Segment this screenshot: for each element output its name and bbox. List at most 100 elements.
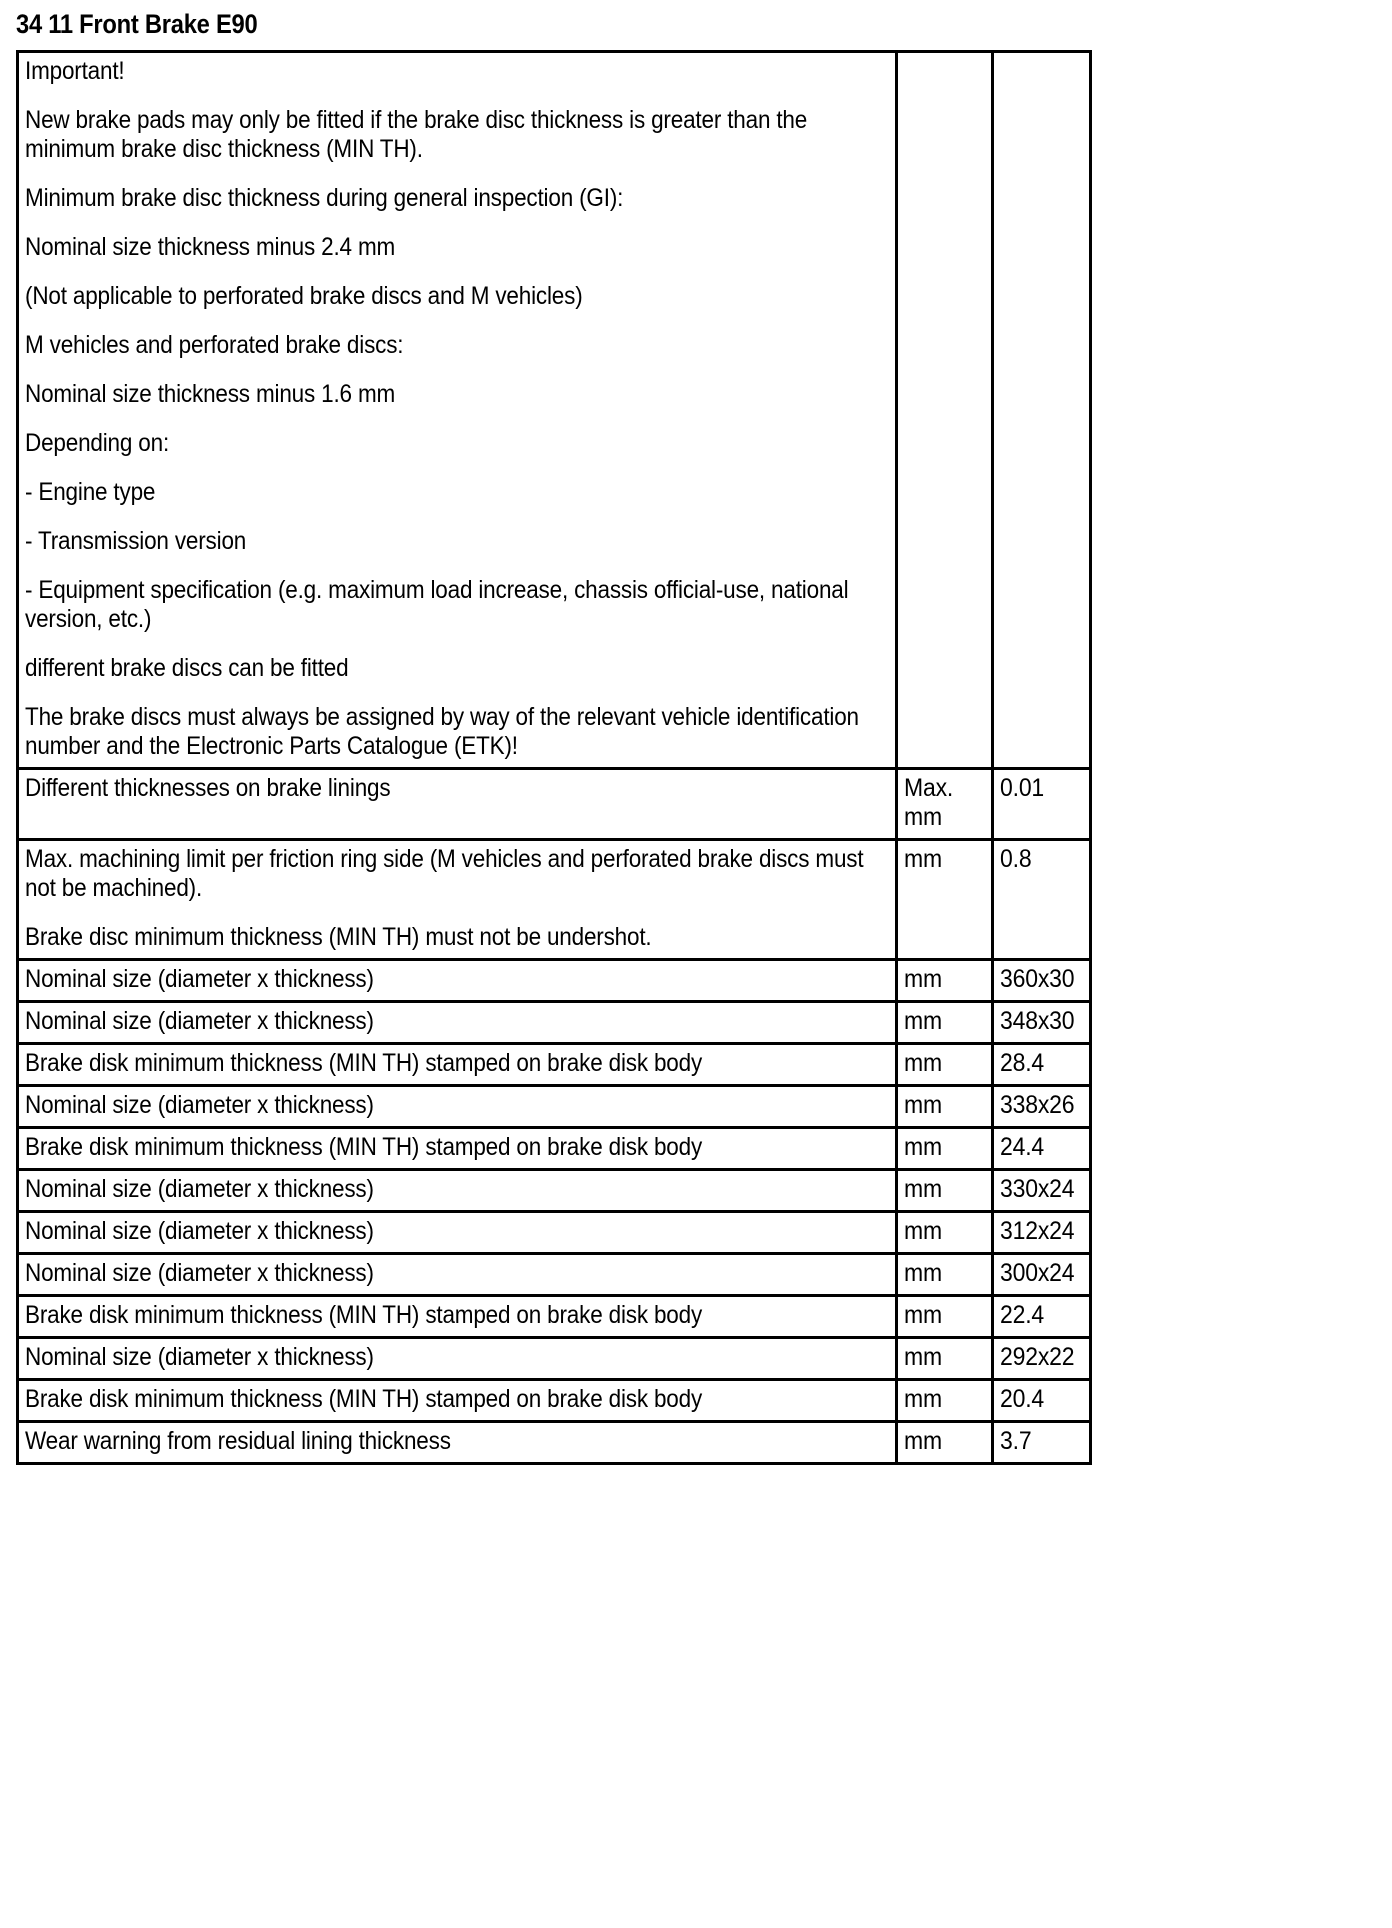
row-description-cell: Nominal size (diameter x thickness) (16, 1210, 898, 1255)
row-value-cell: 28.4 (990, 1042, 1093, 1087)
notice-cell: Important! New brake pads may only be fi… (16, 50, 898, 770)
row-unit: Max. mm (903, 774, 953, 831)
row-unit-cell: mm (894, 1420, 994, 1465)
row-description: Brake disk minimum thickness (MIN TH) st… (25, 1301, 703, 1329)
row-description: Nominal size (diameter x thickness) (25, 1259, 374, 1287)
row-unit-cell: mm (894, 1168, 994, 1213)
row-unit-cell: Max. mm (894, 767, 994, 841)
row-value: 3.7 (999, 1427, 1032, 1455)
row-description-cell: Max. machining limit per friction ring s… (16, 838, 898, 961)
row-description: Nominal size (diameter x thickness) (25, 1091, 374, 1119)
notice-paragraph: (Not applicable to perforated brake disc… (25, 282, 583, 310)
row-description: Nominal size (diameter x thickness) (25, 1007, 374, 1035)
row-description-cell: Nominal size (diameter x thickness) (16, 1000, 898, 1045)
notice-list-item: - Equipment specification (e.g. maximum … (25, 576, 849, 633)
notice-paragraph: different brake discs can be fitted (25, 654, 349, 682)
row-value-cell: 3.7 (990, 1420, 1093, 1465)
row-unit-cell: mm (894, 838, 994, 961)
row-value: 24.4 (999, 1133, 1044, 1161)
row-unit: mm (903, 1091, 942, 1119)
row-description: Nominal size (diameter x thickness) (25, 1217, 374, 1245)
notice-paragraph: Nominal size thickness minus 1.6 mm (25, 380, 396, 408)
table-row: Brake disk minimum thickness (MIN TH) st… (16, 1294, 1093, 1339)
row-value: 312x24 (999, 1217, 1075, 1245)
table-row: Nominal size (diameter x thickness) mm 2… (16, 1336, 1093, 1381)
row-value-cell: 22.4 (990, 1294, 1093, 1339)
notice-paragraph: M vehicles and perforated brake discs: (25, 331, 404, 359)
table-row: Brake disk minimum thickness (MIN TH) st… (16, 1378, 1093, 1423)
row-value: 348x30 (999, 1007, 1075, 1035)
row-unit: mm (903, 1343, 942, 1371)
row-value: 0.8 (999, 845, 1032, 873)
row-value: 300x24 (999, 1259, 1075, 1287)
row-description: Brake disk minimum thickness (MIN TH) st… (25, 1049, 703, 1077)
notice-paragraph: The brake discs must always be assigned … (25, 703, 859, 760)
row-unit: mm (903, 1385, 942, 1413)
row-description-cell: Wear warning from residual lining thickn… (16, 1420, 898, 1465)
row-description-cell: Nominal size (diameter x thickness) (16, 1336, 898, 1381)
notice-paragraph: New brake pads may only be fitted if the… (25, 106, 808, 163)
row-description-cell: Brake disk minimum thickness (MIN TH) st… (16, 1378, 898, 1423)
row-unit-cell: mm (894, 1252, 994, 1297)
table-row: Different thicknesses on brake linings M… (16, 767, 1093, 841)
row-unit-cell: mm (894, 1210, 994, 1255)
row-value-cell: 360x30 (990, 958, 1093, 1003)
row-unit-cell: mm (894, 958, 994, 1003)
row-unit-cell: mm (894, 1000, 994, 1045)
row-description: Max. machining limit per friction ring s… (25, 845, 864, 902)
row-description-cell: Nominal size (diameter x thickness) (16, 958, 898, 1003)
row-unit: mm (903, 1175, 942, 1203)
row-value-cell: 24.4 (990, 1126, 1093, 1171)
table-row: Nominal size (diameter x thickness) mm 3… (16, 958, 1093, 1003)
row-description: Nominal size (diameter x thickness) (25, 1175, 374, 1203)
row-description: Different thicknesses on brake linings (25, 774, 391, 802)
row-value-cell: 292x22 (990, 1336, 1093, 1381)
row-value-cell: 0.8 (990, 838, 1093, 961)
row-description: Nominal size (diameter x thickness) (25, 965, 374, 993)
row-description-cell: Nominal size (diameter x thickness) (16, 1084, 898, 1129)
row-value-cell: 312x24 (990, 1210, 1093, 1255)
row-unit: mm (903, 845, 942, 873)
notice-list-item: - Engine type (25, 478, 156, 506)
page-title: 34 11 Front Brake E90 (16, 9, 258, 39)
row-value-cell: 20.4 (990, 1378, 1093, 1423)
row-unit-cell: mm (894, 1336, 994, 1381)
row-description-cell: Different thicknesses on brake linings (16, 767, 898, 841)
table-row: Nominal size (diameter x thickness) mm 3… (16, 1000, 1093, 1045)
table-row: Nominal size (diameter x thickness) mm 3… (16, 1210, 1093, 1255)
notice-value-cell (990, 50, 1093, 770)
row-value-cell: 300x24 (990, 1252, 1093, 1297)
row-value: 292x22 (999, 1343, 1075, 1371)
row-description: Brake disk minimum thickness (MIN TH) st… (25, 1133, 703, 1161)
row-unit: mm (903, 1427, 942, 1455)
row-value: 0.01 (999, 774, 1044, 802)
notice-paragraph: Minimum brake disc thickness during gene… (25, 184, 624, 212)
row-value: 330x24 (999, 1175, 1075, 1203)
row-description-secondary: Brake disc minimum thickness (MIN TH) mu… (25, 923, 652, 951)
row-unit-cell: mm (894, 1042, 994, 1087)
table-row: Nominal size (diameter x thickness) mm 3… (16, 1168, 1093, 1213)
table-row: Nominal size (diameter x thickness) mm 3… (16, 1084, 1093, 1129)
row-description-cell: Nominal size (diameter x thickness) (16, 1252, 898, 1297)
table-row: Max. machining limit per friction ring s… (16, 838, 1093, 961)
table-row: Nominal size (diameter x thickness) mm 3… (16, 1252, 1093, 1297)
specification-table-body: Important! New brake pads may only be fi… (16, 50, 1093, 1465)
row-value-cell: 348x30 (990, 1000, 1093, 1045)
row-value-cell: 338x26 (990, 1084, 1093, 1129)
table-row-notice: Important! New brake pads may only be fi… (16, 50, 1093, 770)
row-unit-cell: mm (894, 1378, 994, 1423)
row-description: Nominal size (diameter x thickness) (25, 1343, 374, 1371)
row-unit: mm (903, 1007, 942, 1035)
row-description-cell: Brake disk minimum thickness (MIN TH) st… (16, 1042, 898, 1087)
table-row: Brake disk minimum thickness (MIN TH) st… (16, 1042, 1093, 1087)
specification-table: Important! New brake pads may only be fi… (16, 50, 1093, 1465)
row-description-cell: Brake disk minimum thickness (MIN TH) st… (16, 1294, 898, 1339)
notice-unit-cell (894, 50, 994, 770)
row-unit: mm (903, 1259, 942, 1287)
row-description-cell: Brake disk minimum thickness (MIN TH) st… (16, 1126, 898, 1171)
row-value: 22.4 (999, 1301, 1044, 1329)
row-unit: mm (903, 1133, 942, 1161)
row-value: 20.4 (999, 1385, 1044, 1413)
row-unit: mm (903, 965, 942, 993)
